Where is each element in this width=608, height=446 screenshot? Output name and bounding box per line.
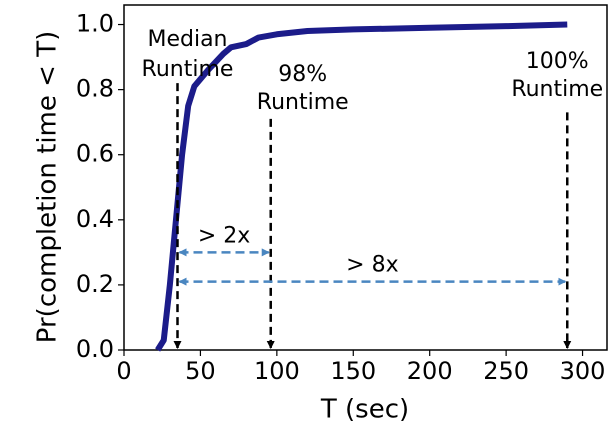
x-tick-label: 150 bbox=[330, 357, 376, 385]
marker-label: Runtime bbox=[142, 57, 234, 82]
y-tick-label: 0.2 bbox=[76, 270, 114, 298]
marker-label: 98% bbox=[278, 62, 327, 87]
y-tick-label: 1.0 bbox=[76, 10, 114, 38]
y-tick-label: 0.6 bbox=[76, 140, 114, 168]
marker-label: Runtime bbox=[511, 77, 603, 102]
cdf-line bbox=[155, 21, 568, 352]
x-tick-label: 50 bbox=[185, 357, 216, 385]
marker-label: Median bbox=[147, 27, 227, 52]
x-tick-label: 100 bbox=[254, 357, 300, 385]
x-tick-label: 300 bbox=[560, 357, 606, 385]
x-tick-label: 0 bbox=[116, 357, 131, 385]
plot-frame bbox=[123, 4, 608, 351]
y-tick-label: 0.4 bbox=[76, 205, 114, 233]
y-tick-label: 0.8 bbox=[76, 75, 114, 103]
marker-label: 100% bbox=[526, 49, 589, 74]
range-label: > 8x bbox=[346, 253, 398, 278]
range-label: > 2x bbox=[198, 223, 250, 248]
y-axis-label: Pr(completion time < T) bbox=[33, 31, 63, 343]
marker-label: Runtime bbox=[257, 90, 349, 115]
x-axis-label: T (sec) bbox=[320, 395, 409, 425]
x-tick-label: 250 bbox=[483, 357, 529, 385]
y-tick-label: 0.0 bbox=[76, 335, 114, 363]
x-tick-label: 200 bbox=[407, 357, 453, 385]
